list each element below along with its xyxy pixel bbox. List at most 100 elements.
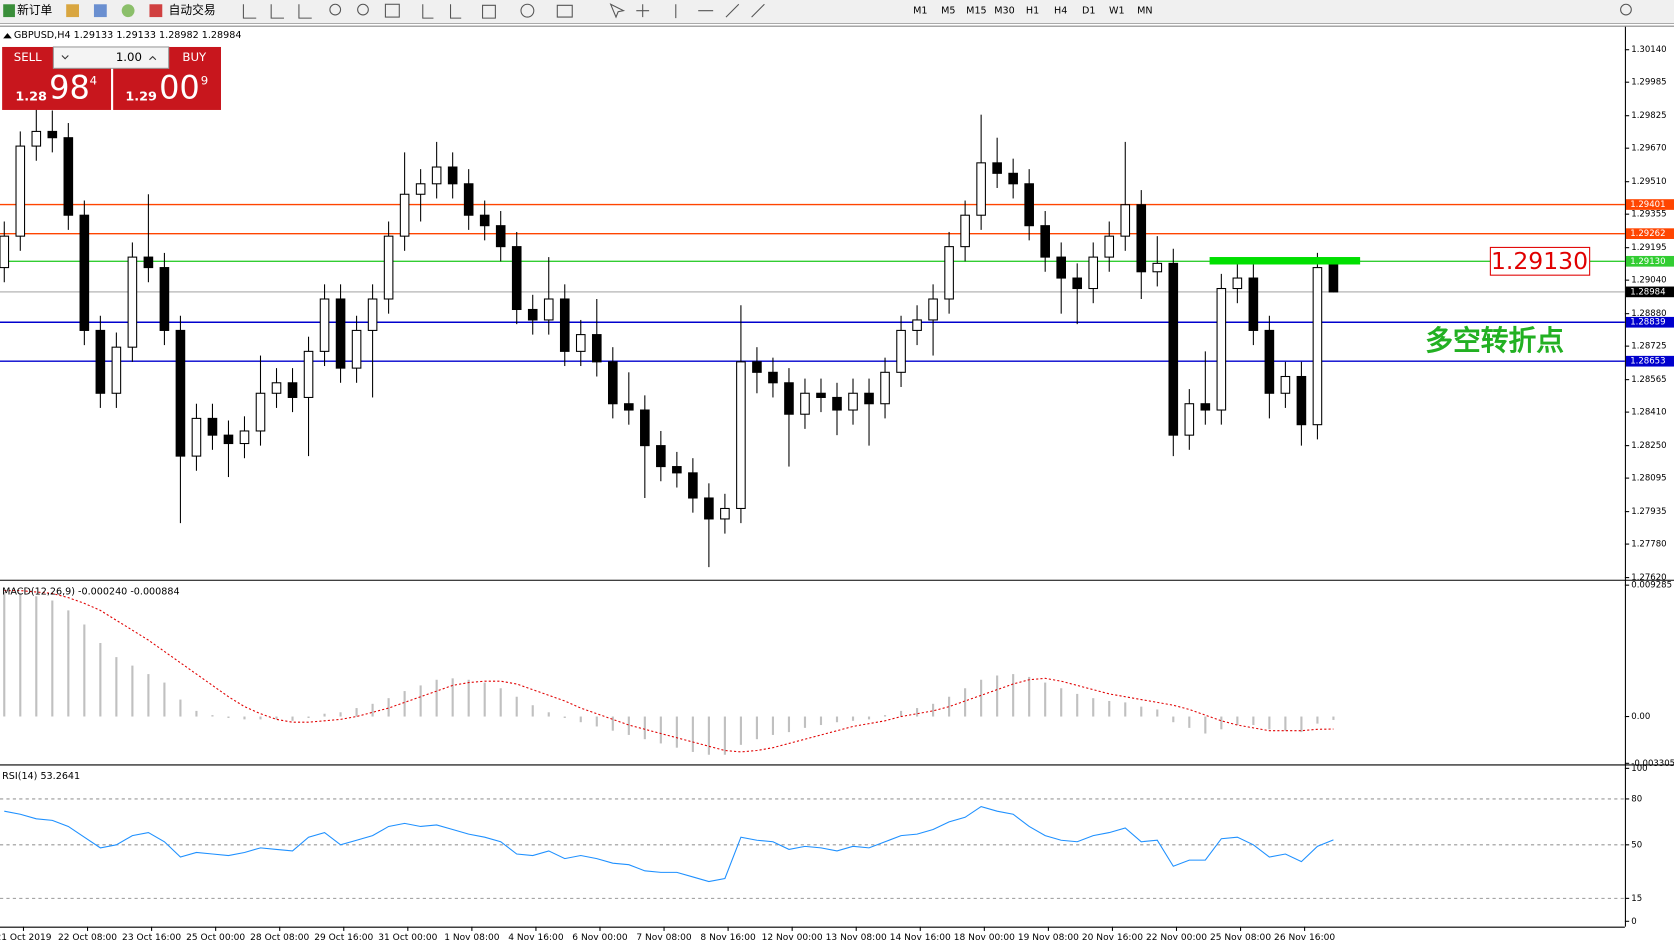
buy-price-big: 1.29: [125, 90, 157, 105]
candle-body: [543, 298, 554, 321]
candle-body: [752, 361, 762, 373]
candle-body: [447, 166, 458, 185]
search[interactable]: [1620, 3, 1632, 16]
annotation-box: [1489, 246, 1591, 276]
y-tick-label: 0: [1631, 917, 1636, 927]
drawing-tools[interactable]: [609, 3, 765, 19]
tool-icon[interactable]: [66, 4, 80, 18]
candle-body: [0, 235, 10, 269]
chart-window: [0, 25, 1674, 948]
y-tick-label: 15: [1631, 894, 1642, 904]
timeframe-button[interactable]: M1: [913, 6, 927, 17]
auto-trading-icon[interactable]: [149, 4, 163, 18]
candle-body: [383, 235, 394, 300]
x-tick-label: 19 Nov 08:00: [1018, 933, 1079, 943]
sell-button[interactable]: SELL: [14, 50, 42, 64]
timeframe-button[interactable]: H4: [1054, 6, 1067, 17]
buy-button[interactable]: BUY: [182, 50, 207, 64]
candle-body: [607, 361, 618, 405]
macd-title: MACD(12,26,9) -0.000240 -0.000884: [2, 586, 179, 597]
candle-body: [319, 298, 330, 352]
candle-body: [367, 298, 378, 331]
collapse-arrow[interactable]: [3, 33, 12, 39]
new-order-button[interactable]: 新订单: [17, 3, 52, 17]
candle-body: [159, 267, 170, 331]
tile-windows[interactable]: [384, 3, 400, 18]
price-level-label: 1.28839: [1630, 318, 1665, 328]
zoom-in[interactable]: [329, 3, 342, 16]
candle-body: [672, 466, 682, 474]
timeframe-button[interactable]: M5: [941, 6, 955, 17]
tool-icon[interactable]: [121, 4, 135, 18]
candle-body: [784, 382, 794, 415]
candle-body: [559, 298, 570, 352]
y-tick-label: 1.27935: [1631, 507, 1666, 517]
candle-body: [1264, 329, 1275, 394]
candle-body: [191, 417, 202, 457]
y-tick-label: 0.00: [1631, 712, 1650, 722]
candle-body: [1168, 262, 1179, 436]
candle-body: [1248, 277, 1259, 331]
toolbar: [0, 0, 1674, 24]
candle-body: [31, 130, 42, 147]
x-tick-label: 18 Nov 00:00: [954, 933, 1015, 943]
candle-body: [47, 130, 58, 139]
candle-body: [1072, 277, 1083, 290]
lot-value[interactable]: 1.00: [116, 50, 142, 64]
candle-body: [768, 371, 778, 384]
candle-body: [271, 382, 282, 394]
candle-body: [1008, 172, 1018, 185]
x-tick-label: 25 Nov 08:00: [1210, 933, 1271, 943]
x-tick-label: 7 Nov 08:00: [636, 933, 692, 943]
turning-point-bar: [1209, 257, 1361, 265]
y-tick-label: 1.29040: [1631, 276, 1666, 286]
timeframe-button[interactable]: H1: [1026, 6, 1039, 17]
tool-icon[interactable]: [93, 4, 107, 18]
candle-body: [912, 319, 922, 331]
x-tick-label: 12 Nov 00:00: [762, 933, 823, 943]
one-click-trading: SELL BUY 1.00 1.28 98 4 1.29 00 9: [2, 46, 221, 110]
candle-body: [816, 392, 826, 398]
x-tick-label: 28 Oct 08:00: [250, 933, 309, 943]
annotation-text: 多空转折点: [1425, 324, 1564, 357]
candle-body: [143, 256, 154, 269]
y-tick-label: 1.29355: [1631, 210, 1666, 220]
timeframe-button[interactable]: M15: [966, 6, 987, 17]
chart-type-icons[interactable]: [242, 4, 312, 19]
timeframe-button[interactable]: W1: [1109, 6, 1125, 17]
price-level-label: 1.29401: [1630, 200, 1665, 210]
x-tick-label: 26 Nov 16:00: [1274, 933, 1335, 943]
candle-body: [463, 183, 474, 216]
sell-price-pips: 98: [49, 69, 90, 107]
sell-price-fraction: 4: [90, 74, 97, 88]
auto-trading-button[interactable]: 自动交易: [169, 3, 216, 17]
rsi-title: RSI(14) 53.2641: [2, 771, 80, 782]
lot-box[interactable]: [52, 46, 170, 69]
zoom-out[interactable]: [357, 3, 369, 16]
y-tick-label: 50: [1631, 840, 1642, 850]
y-tick-label: 1.29670: [1631, 144, 1666, 154]
new-order-icon[interactable]: [3, 4, 15, 18]
timeframe-button[interactable]: M30: [994, 6, 1015, 17]
lot-spinner[interactable]: [61, 55, 157, 61]
timeframe-button[interactable]: MN: [1137, 6, 1152, 17]
y-tick-label: 1.28880: [1631, 309, 1666, 319]
candle-body: [1328, 260, 1339, 293]
x-tick-label: 31 Oct 00:00: [378, 933, 437, 943]
timeframe-button[interactable]: D1: [1082, 6, 1096, 17]
tools[interactable]: [422, 3, 573, 19]
candle-body: [239, 430, 250, 445]
candle-body: [1184, 403, 1195, 436]
y-tick-label: 100: [1631, 764, 1647, 774]
candle-body: [495, 225, 506, 248]
candle-body: [960, 214, 970, 248]
candle-body: [511, 246, 522, 311]
candle-body: [1136, 204, 1147, 273]
candle-body: [656, 445, 666, 468]
y-tick-label: 1.29510: [1631, 177, 1666, 187]
y-tick-label: 0.009285: [1631, 581, 1672, 591]
y-tick-label: 1.28250: [1631, 441, 1666, 451]
x-tick-label: 8 Nov 16:00: [700, 933, 756, 943]
candle-body: [223, 434, 234, 445]
